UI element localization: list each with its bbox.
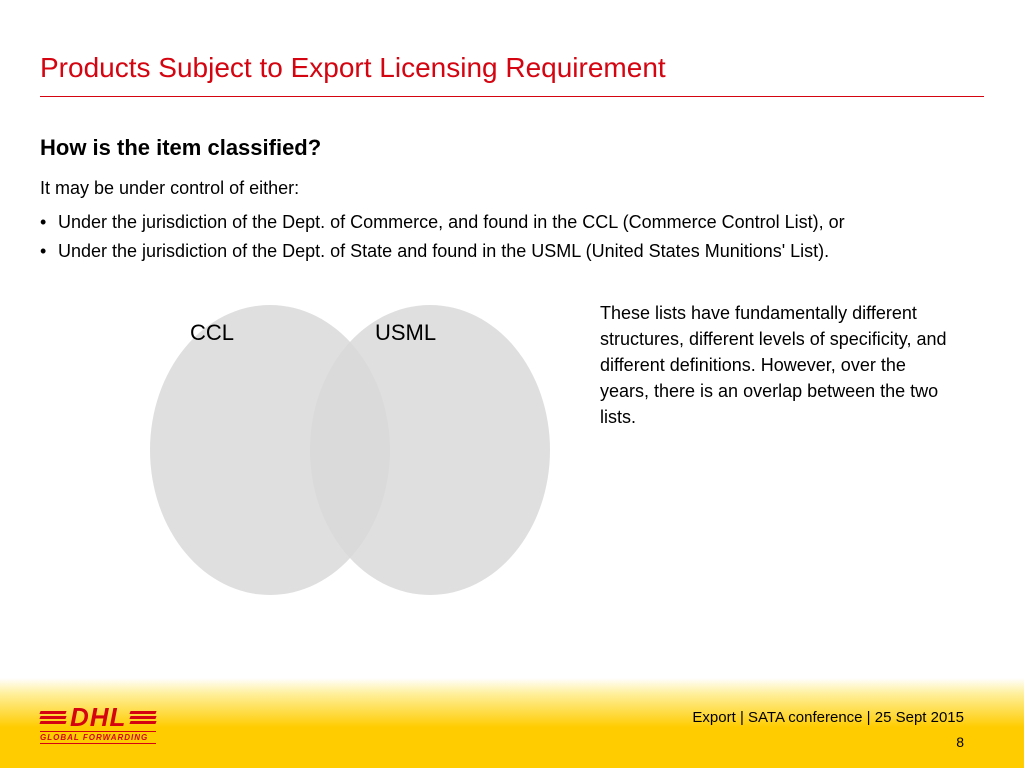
footer-text: Export | SATA conference | 25 Sept 2015 [692,709,964,726]
title-area: Products Subject to Export Licensing Req… [40,52,984,97]
venn-label-right: USML [375,320,436,346]
venn-diagram: CCL USML [150,295,570,605]
slide-title: Products Subject to Export Licensing Req… [40,52,984,94]
venn-circle-right [310,305,550,595]
logo-stripes-icon [40,709,66,726]
side-explanation: These lists have fundamentally different… [600,300,955,430]
bullet-item: Under the jurisdiction of the Dept. of C… [40,208,984,237]
title-rule [40,96,984,97]
bullet-item: Under the jurisdiction of the Dept. of S… [40,237,984,266]
brand-logo: DHL GLOBAL FORWARDING [40,706,156,744]
subheading: How is the item classified? [40,135,321,161]
page-number: 8 [956,734,964,750]
bullet-list: Under the jurisdiction of the Dept. of C… [40,208,984,266]
logo-text: DHL [70,706,126,729]
logo-subtext: GLOBAL FORWARDING [40,731,156,744]
footer-bar: DHL GLOBAL FORWARDING Export | SATA conf… [0,678,1024,768]
intro-text: It may be under control of either: [40,178,299,199]
slide: Products Subject to Export Licensing Req… [0,0,1024,768]
venn-label-left: CCL [190,320,234,346]
logo-stripes-icon [130,709,156,726]
